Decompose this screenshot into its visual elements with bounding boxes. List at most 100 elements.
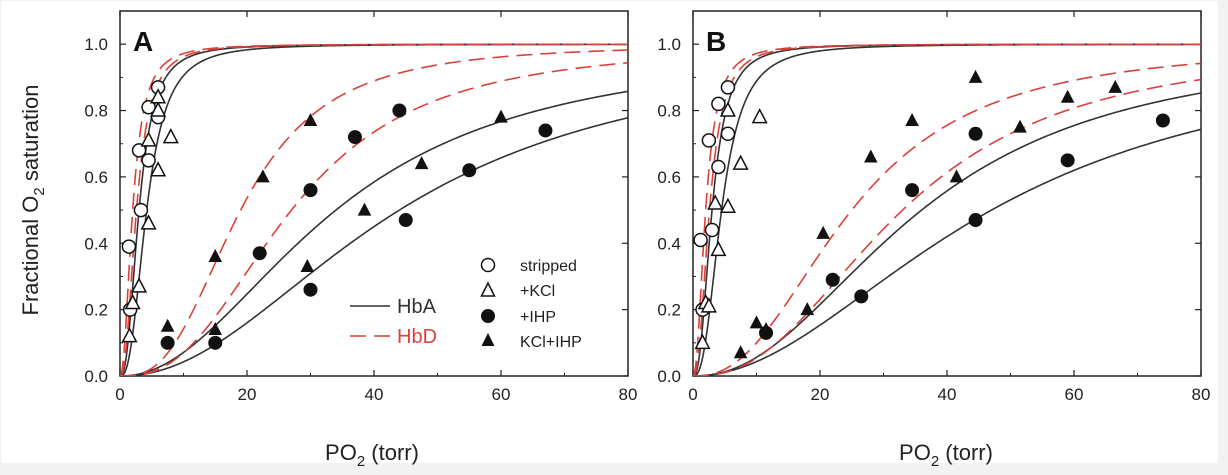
data-point: [160, 318, 175, 332]
data-point: [538, 123, 553, 138]
series-kclihp: [160, 109, 508, 336]
data-point: [711, 159, 726, 175]
data-point: [749, 315, 764, 329]
data-point: [494, 109, 508, 123]
y-tick-label: 0.6: [84, 168, 108, 187]
data-point: [303, 282, 318, 297]
marker-legend: stripped +KCl +IHP KCl+IHP: [480, 257, 582, 351]
x-tick-label: 20: [811, 385, 830, 404]
data-point: [208, 335, 223, 350]
data-point: [462, 163, 477, 178]
panel-a: 0 20 40 60 80 0.0 0.2 0.4 0.6 0.8 1.0 A: [84, 10, 638, 404]
data-point: [357, 202, 372, 216]
y-tick-label: 0.8: [657, 102, 681, 121]
line-legend: HbA HbD: [350, 296, 437, 348]
x-axis-label-b: PO2 (torr): [899, 440, 993, 470]
data-point: [720, 126, 736, 142]
panel-label: A: [133, 26, 153, 57]
x-tick-label: 40: [365, 385, 384, 404]
data-point: [968, 126, 983, 141]
legend-kcl-label: +KCl: [520, 283, 555, 300]
data-point: [1060, 153, 1075, 168]
legend-ihp-label: +IHP: [520, 309, 556, 326]
data-point: [720, 80, 736, 95]
x-tick-label: 20: [238, 385, 257, 404]
series-ihp: [160, 103, 553, 350]
series-kcl: [121, 88, 179, 343]
data-point: [131, 143, 147, 158]
x-tick-label: 40: [938, 385, 957, 404]
legend-hbd-label: HbD: [397, 326, 437, 348]
data-point: [816, 225, 830, 239]
data-point: [693, 232, 708, 248]
data-point: [719, 101, 736, 117]
data-point: [968, 69, 983, 83]
data-point: [252, 246, 267, 261]
figure-canvas: [1, 1, 1218, 463]
data-point: [905, 113, 919, 126]
data-point: [707, 194, 724, 210]
x-axis-label-a: PO2 (torr): [325, 440, 419, 470]
data-point: [732, 154, 749, 170]
y-tick-label: 0.6: [657, 168, 681, 187]
hbd-curve: [693, 43, 1201, 376]
legend-kcl-ihp-label: KCl+IHP: [520, 334, 582, 351]
data-point: [864, 149, 878, 163]
data-point: [825, 272, 840, 287]
y-tick-label: 0.2: [84, 301, 108, 320]
data-point: [150, 161, 167, 177]
hbd-curve: [120, 61, 628, 376]
legend-kcl-marker: [480, 281, 496, 297]
data-point: [700, 297, 717, 313]
data-point: [150, 88, 167, 104]
panel-label: B: [706, 26, 726, 57]
data-point: [121, 327, 138, 343]
x-tick-label: 60: [1065, 385, 1084, 404]
data-point: [347, 130, 362, 145]
data-point: [398, 213, 413, 228]
y-tick-label: 0.4: [657, 234, 681, 253]
data-point: [800, 302, 815, 316]
data-point: [208, 249, 223, 263]
y-tick-label: 1.0: [657, 35, 681, 54]
data-point: [1060, 89, 1075, 103]
x-tick-label: 80: [619, 385, 638, 404]
data-point: [131, 277, 148, 293]
data-point: [303, 113, 318, 126]
data-point: [968, 213, 983, 228]
data-point: [300, 259, 315, 272]
data-point: [854, 289, 869, 304]
legend-stripped-marker: [480, 257, 496, 273]
data-point: [694, 333, 711, 350]
y-tick-label: 0.0: [657, 367, 681, 386]
y-tick-label: 0.2: [657, 301, 681, 320]
x-tick-label: 0: [115, 385, 124, 404]
series-kclihp: [733, 69, 1123, 359]
data-point: [701, 133, 717, 148]
data-point: [160, 335, 175, 350]
data-point: [751, 108, 768, 124]
y-tick-label: 0.0: [84, 367, 108, 386]
data-point: [124, 293, 141, 310]
data-point: [150, 101, 167, 117]
x-tick-label: 60: [492, 385, 511, 404]
data-point: [733, 345, 748, 359]
y-axis-label: Fractional O2 saturation: [18, 85, 48, 316]
data-point: [759, 322, 773, 336]
data-point: [711, 96, 726, 112]
x-tick-label: 80: [1192, 385, 1211, 404]
data-point: [121, 239, 137, 254]
data-point: [392, 103, 407, 118]
data-point: [140, 131, 157, 147]
legend-hba-label: HbA: [397, 296, 437, 318]
series-stripped: [693, 80, 736, 317]
data-point: [141, 153, 156, 168]
data-point: [704, 222, 720, 238]
legend-ihp-marker: [481, 309, 495, 323]
data-point: [1155, 113, 1170, 128]
y-tick-label: 0.4: [84, 234, 108, 253]
legend-stripped-label: stripped: [520, 258, 577, 275]
data-point: [414, 156, 429, 170]
data-point: [303, 183, 318, 198]
hbd-curve: [120, 49, 628, 376]
